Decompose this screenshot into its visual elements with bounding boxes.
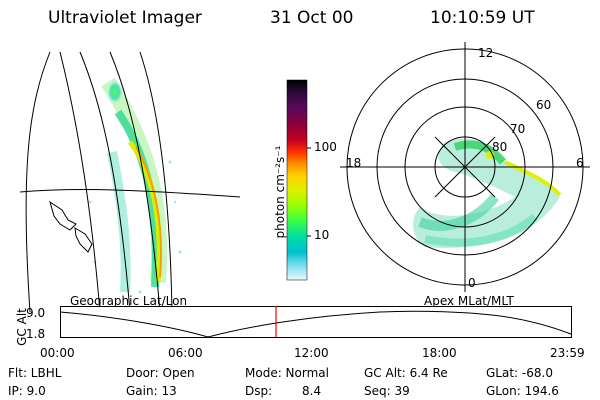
xtick-1800: 18:00 xyxy=(422,346,457,360)
mlt-label-18: 18 xyxy=(346,156,362,170)
time-label: 10:10:59 UT xyxy=(430,8,535,28)
ytick-9: 9.0 xyxy=(26,306,46,320)
seq-info: Seq: 39 xyxy=(364,384,410,398)
apex-label: Apex MLat/MLT xyxy=(424,294,514,308)
gc-alt-info: GC Alt: 6.4 Re xyxy=(364,366,448,380)
xtick-0600: 06:00 xyxy=(168,346,203,360)
xtick-1200: 12:00 xyxy=(294,346,329,360)
xtick-0000: 00:00 xyxy=(40,346,75,360)
altitude-plot xyxy=(59,306,572,338)
colorbar xyxy=(286,79,311,281)
dsp-value: 8.4 xyxy=(302,384,322,398)
mode-info: Mode: Normal xyxy=(245,366,329,380)
geographic-map xyxy=(19,51,241,313)
colorbar-label: photon cm⁻²s⁻¹ xyxy=(273,145,287,239)
date-label: 31 Oct 00 xyxy=(270,8,354,28)
app-title: Ultraviolet Imager xyxy=(48,8,202,28)
ytick-1.8: 1.8 xyxy=(26,327,46,341)
lat-label-80: 80 xyxy=(492,140,508,154)
colorbar-tick-100: 100 xyxy=(314,140,337,154)
glon-info: GLon: 194.6 xyxy=(486,384,559,398)
door-info: Door: Open xyxy=(126,366,195,380)
polar-plot xyxy=(340,42,590,292)
glat-info: GLat: -68.0 xyxy=(486,366,553,380)
ip-info: IP: 9.0 xyxy=(8,384,46,398)
gain-info: Gain: 13 xyxy=(126,384,177,398)
colorbar-tick-10: 10 xyxy=(314,228,330,242)
geographic-label: Geographic Lat/Lon xyxy=(70,294,188,308)
xtick-2359: 23:59 xyxy=(550,346,585,360)
filter-info: Flt: LBHL xyxy=(8,366,62,380)
lat-label-60: 60 xyxy=(536,98,552,112)
mlt-label-12: 12 xyxy=(478,46,494,60)
mlt-label-0: 0 xyxy=(468,276,476,290)
dsp-label: Dsp: xyxy=(245,384,273,398)
lat-label-70: 70 xyxy=(510,122,526,136)
mlt-label-6: 6 xyxy=(576,156,584,170)
